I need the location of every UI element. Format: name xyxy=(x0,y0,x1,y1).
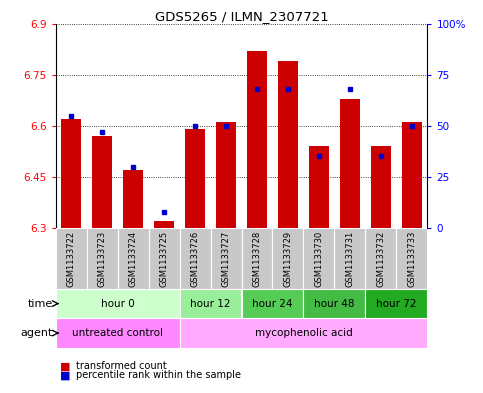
Text: hour 12: hour 12 xyxy=(190,299,231,309)
Bar xyxy=(92,136,112,228)
Text: GSM1133732: GSM1133732 xyxy=(376,231,385,287)
Text: hour 24: hour 24 xyxy=(252,299,293,309)
Bar xyxy=(366,228,397,289)
Bar xyxy=(242,228,272,289)
Bar xyxy=(242,289,303,318)
Bar xyxy=(56,228,86,289)
Text: GDS5265 / ILMN_2307721: GDS5265 / ILMN_2307721 xyxy=(155,10,328,23)
Bar xyxy=(180,289,242,318)
Bar xyxy=(56,318,180,348)
Text: percentile rank within the sample: percentile rank within the sample xyxy=(76,370,241,380)
Text: GSM1133727: GSM1133727 xyxy=(222,231,230,287)
Text: mycophenolic acid: mycophenolic acid xyxy=(255,328,353,338)
Bar xyxy=(154,221,174,228)
Bar xyxy=(303,289,366,318)
Bar xyxy=(149,228,180,289)
Bar xyxy=(123,170,143,228)
Bar xyxy=(86,228,117,289)
Text: GSM1133731: GSM1133731 xyxy=(345,231,355,287)
Text: GSM1133723: GSM1133723 xyxy=(98,231,107,287)
Text: hour 48: hour 48 xyxy=(314,299,355,309)
Bar xyxy=(56,289,180,318)
Bar xyxy=(185,129,205,228)
Bar xyxy=(272,228,303,289)
Bar xyxy=(397,228,427,289)
Text: GSM1133722: GSM1133722 xyxy=(67,231,75,287)
Text: GSM1133728: GSM1133728 xyxy=(253,231,261,287)
Bar xyxy=(334,228,366,289)
Text: hour 72: hour 72 xyxy=(376,299,417,309)
Bar xyxy=(247,51,267,228)
Bar xyxy=(340,99,360,228)
Bar xyxy=(303,228,334,289)
Text: untreated control: untreated control xyxy=(72,328,163,338)
Text: hour 0: hour 0 xyxy=(100,299,134,309)
Bar xyxy=(211,228,242,289)
Text: GSM1133724: GSM1133724 xyxy=(128,231,138,287)
Text: transformed count: transformed count xyxy=(76,361,167,371)
Bar xyxy=(61,119,81,228)
Bar xyxy=(371,146,391,228)
Text: time: time xyxy=(28,299,53,309)
Bar xyxy=(117,228,149,289)
Bar xyxy=(216,122,236,228)
Text: GSM1133733: GSM1133733 xyxy=(408,231,416,287)
Bar xyxy=(180,228,211,289)
Bar xyxy=(180,318,427,348)
Text: GSM1133726: GSM1133726 xyxy=(190,231,199,287)
Text: agent: agent xyxy=(21,328,53,338)
Text: ■: ■ xyxy=(60,370,71,380)
Bar xyxy=(402,122,422,228)
Text: GSM1133729: GSM1133729 xyxy=(284,231,293,287)
Bar xyxy=(278,61,298,228)
Text: GSM1133725: GSM1133725 xyxy=(159,231,169,287)
Text: ■: ■ xyxy=(60,361,71,371)
Bar xyxy=(309,146,329,228)
Bar xyxy=(366,289,427,318)
Text: GSM1133730: GSM1133730 xyxy=(314,231,324,287)
